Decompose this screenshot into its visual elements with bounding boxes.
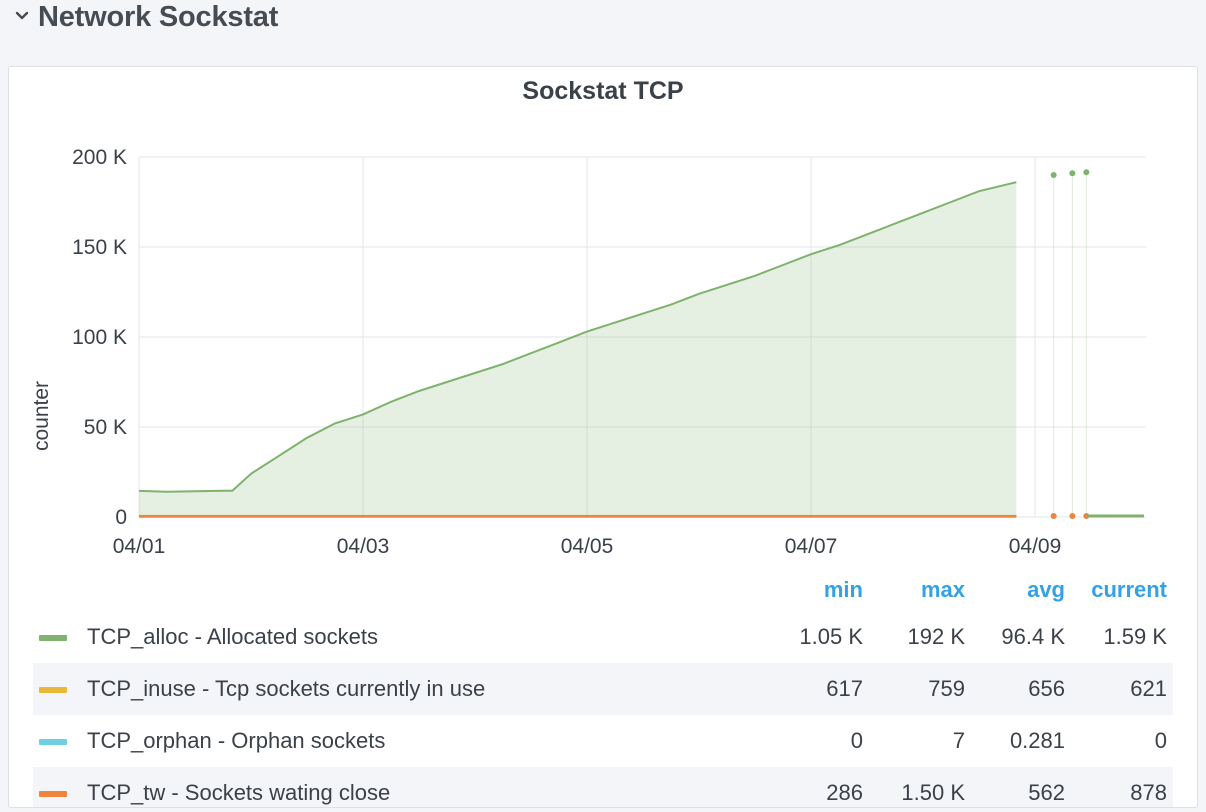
legend-current: 878: [1130, 780, 1167, 805]
y-tick-label: 0: [115, 506, 127, 529]
legend-current: 1.59 K: [1103, 624, 1167, 649]
series-color-swatch[interactable]: [39, 791, 67, 797]
panel-title[interactable]: Sockstat TCP: [522, 77, 684, 105]
x-tick-label: 04/03: [337, 535, 390, 558]
legend-series-label[interactable]: TCP_tw - Sockets wating close: [87, 780, 391, 805]
late-point: [1069, 170, 1076, 177]
legend-series-label[interactable]: TCP_inuse - Tcp sockets currently in use: [87, 676, 486, 701]
series-color-swatch[interactable]: [39, 635, 67, 641]
x-tick-label: 04/09: [1009, 535, 1062, 558]
legend-header-avg[interactable]: avg: [1027, 577, 1065, 602]
late-point: [1050, 172, 1057, 178]
legend-series-label[interactable]: TCP_alloc - Allocated sockets: [87, 624, 379, 649]
x-tick-label: 04/05: [561, 535, 614, 558]
legend-row-tcp-inuse[interactable]: TCP_inuse - Tcp sockets currently in use…: [33, 663, 1173, 715]
legend-max: 759: [928, 676, 965, 701]
legend-current: 621: [1130, 676, 1167, 701]
series-area-0: [139, 182, 1017, 517]
y-tick-label: 100 K: [72, 326, 127, 349]
legend-min: 1.05 K: [799, 624, 863, 649]
legend-avg: 656: [1028, 676, 1065, 701]
legend: min max avg current TCP_alloc - Allocate…: [33, 571, 1173, 807]
row-header[interactable]: Network Sockstat: [0, 0, 1206, 40]
legend-avg: 96.4 K: [1001, 624, 1065, 649]
legend-header-max[interactable]: max: [920, 577, 965, 602]
legend-header-min[interactable]: min: [823, 577, 863, 602]
legend-current: 0: [1154, 728, 1167, 753]
series-color-swatch[interactable]: [39, 739, 67, 745]
late-point-low: [1050, 513, 1057, 519]
late-point-low: [1069, 513, 1076, 519]
chevron-down-icon[interactable]: [14, 6, 30, 26]
late-point: [1083, 169, 1090, 176]
y-tick-label: 50 K: [84, 416, 127, 439]
legend-row-tcp-orphan[interactable]: TCP_orphan - Orphan sockets 0 7 0.281 0: [33, 715, 1173, 767]
legend-avg: 562: [1028, 780, 1065, 805]
legend-header-current[interactable]: current: [1091, 577, 1167, 602]
legend-header: min max avg current: [33, 571, 1173, 611]
legend-max: 192 K: [907, 624, 966, 649]
graph-panel: Sockstat TCP 0 50 K 100 K 150 K 200 K 04/01 04…: [8, 66, 1198, 808]
x-tick-label: 04/01: [113, 535, 166, 558]
x-tick-label: 04/07: [785, 535, 838, 558]
y-tick-label: 200 K: [72, 146, 127, 169]
legend-row-tcp-tw[interactable]: TCP_tw - Sockets wating close 286 1.50 K…: [33, 767, 1173, 807]
legend-min: 286: [826, 780, 863, 805]
chart-canvas[interactable]: 0 50 K 100 K 150 K 200 K 04/01 04/03 04/05 04/07…: [9, 67, 1197, 567]
legend-min: 617: [826, 676, 863, 701]
y-axis-title: counter: [30, 380, 53, 452]
series-line-0: [138, 181, 1017, 493]
legend-max: 1.50 K: [901, 780, 965, 805]
y-tick-label: 150 K: [72, 236, 127, 259]
legend-row-tcp-alloc[interactable]: TCP_alloc - Allocated sockets 1.05 K 192…: [33, 611, 1173, 663]
legend-series-label[interactable]: TCP_orphan - Orphan sockets: [87, 728, 386, 753]
legend-min: 0: [850, 728, 863, 753]
row-title[interactable]: Network Sockstat: [38, 1, 279, 33]
legend-avg: 0.281: [1009, 728, 1065, 753]
legend-max: 7: [952, 728, 965, 753]
series-color-swatch[interactable]: [39, 687, 67, 693]
